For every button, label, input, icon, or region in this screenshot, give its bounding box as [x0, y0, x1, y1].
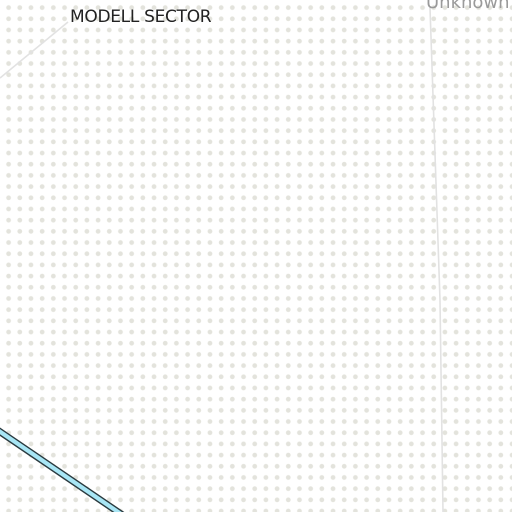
- road[interactable]: [0, 429, 124, 512]
- unknown-area-label[interactable]: Unknown: [426, 0, 510, 13]
- sector-label[interactable]: MODELL SECTOR: [70, 7, 211, 27]
- road-outline: [0, 429, 124, 512]
- sector-boundary-line: [0, 22, 68, 78]
- region-boundary-line: [430, 8, 443, 512]
